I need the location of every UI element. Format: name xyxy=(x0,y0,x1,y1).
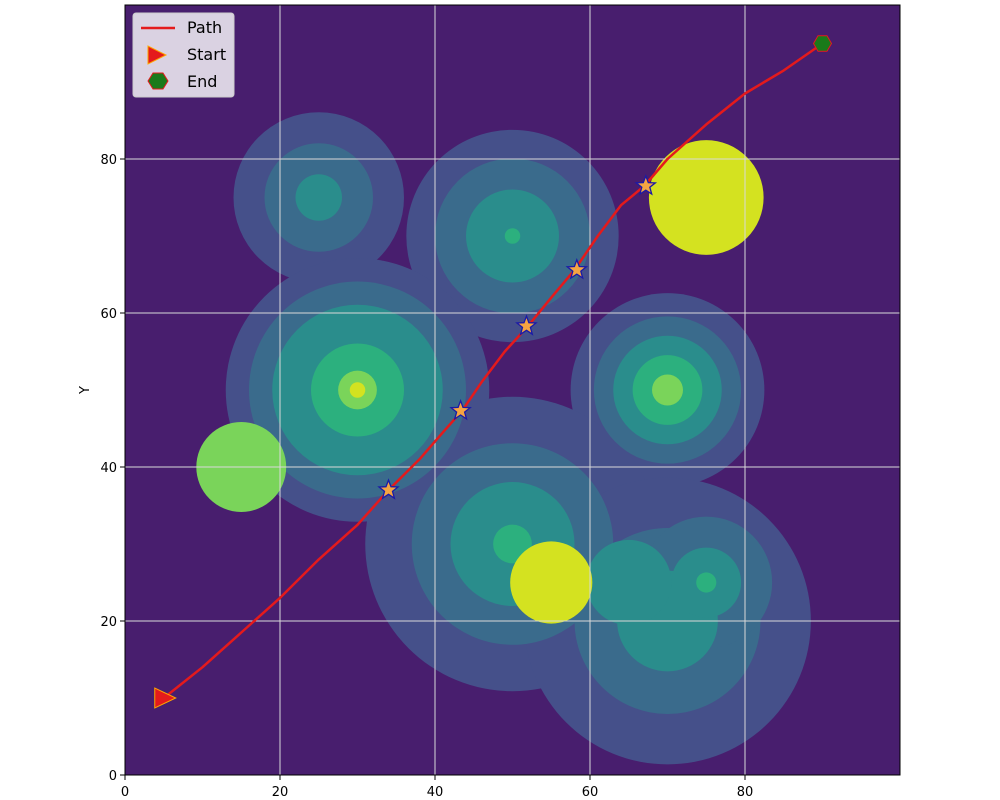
obstacle-10-level-6 xyxy=(648,140,764,255)
x-tick-label: 80 xyxy=(737,785,754,800)
y-tick-label: 60 xyxy=(100,307,117,322)
y-tick-label: 20 xyxy=(100,615,117,630)
start-marker xyxy=(154,687,177,709)
legend: Path Start End xyxy=(132,12,235,98)
obstacle-1-level-4 xyxy=(504,228,521,244)
obstacle-9-level-6 xyxy=(510,541,593,624)
x-tick-label: 0 xyxy=(121,785,129,800)
y-axis: 0 20 40 60 80 xyxy=(100,153,125,784)
waypoint-star xyxy=(565,258,589,280)
waypoint-star xyxy=(377,478,400,500)
legend-path-label: Path xyxy=(187,18,222,37)
obstacle-0-level-3 xyxy=(295,174,342,221)
y-tick-label: 0 xyxy=(109,769,117,784)
legend-start-label: Start xyxy=(187,45,226,64)
obstacle-6-level-4 xyxy=(696,572,717,593)
waypoint-star xyxy=(449,398,472,421)
x-axis: 0 20 40 60 80 xyxy=(121,775,753,800)
x-tick-label: 60 xyxy=(582,785,599,800)
obstacle-7-level-3 xyxy=(586,539,672,626)
legend-start-swatch xyxy=(147,45,168,65)
end-marker xyxy=(812,35,833,52)
obstacle-2-level-6 xyxy=(349,382,366,398)
obstacle-3-level-5 xyxy=(652,374,683,406)
obstacle-field xyxy=(196,112,811,765)
x-tick-label: 40 xyxy=(427,785,444,800)
y-tick-label: 40 xyxy=(100,461,117,476)
legend-end-label: End xyxy=(187,72,217,91)
path-layer xyxy=(154,35,833,709)
x-tick-label: 20 xyxy=(272,785,289,800)
plot-frame xyxy=(124,4,901,776)
y-tick-label: 80 xyxy=(100,153,117,168)
y-axis-label: Y xyxy=(78,386,93,395)
waypoint-star xyxy=(634,174,658,196)
legend-end-swatch xyxy=(147,72,169,90)
plot-area xyxy=(125,5,900,775)
waypoint-star xyxy=(515,314,538,336)
path-line xyxy=(163,42,824,699)
